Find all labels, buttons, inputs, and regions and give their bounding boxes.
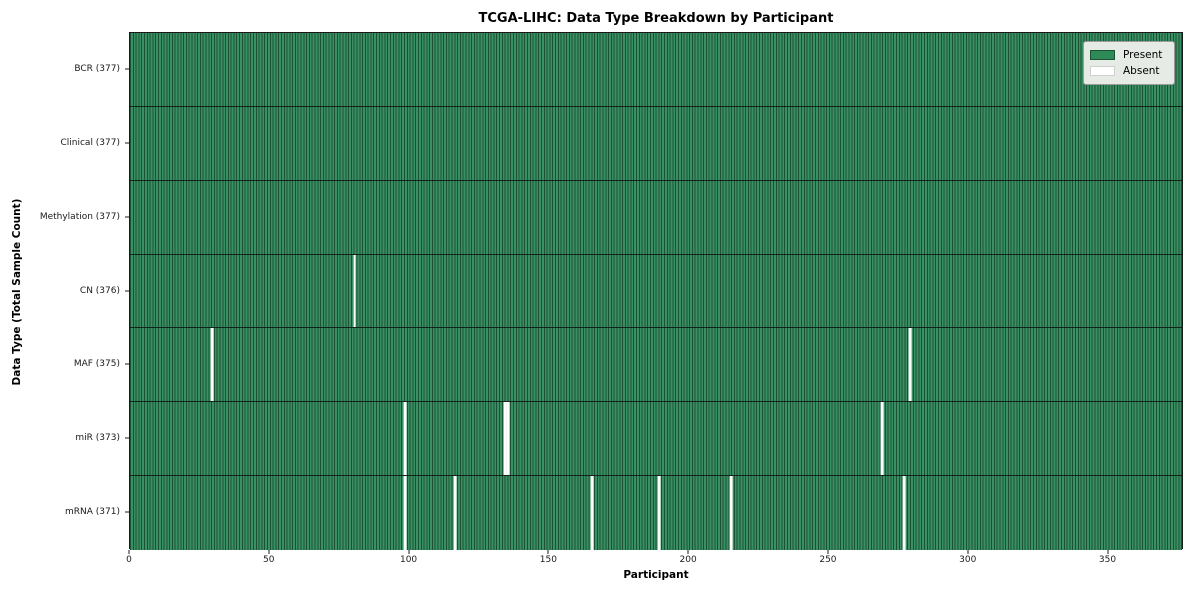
legend-entry-present: Present — [1090, 47, 1167, 63]
y-tick-mark — [125, 511, 129, 513]
absent-stripe — [657, 476, 661, 550]
y-tick-mark — [125, 363, 129, 365]
x-tick-mark — [128, 550, 130, 554]
heatmap-row-methylation — [130, 180, 1182, 255]
y-tick-label: Clinical (377) — [60, 137, 120, 148]
heatmap-rows — [130, 33, 1182, 550]
legend-present-label: Present — [1123, 49, 1163, 61]
legend-present-swatch — [1090, 50, 1115, 60]
x-tick-label: 150 — [539, 555, 557, 565]
absent-stripe — [729, 476, 733, 550]
x-tick-label: 200 — [679, 555, 697, 565]
legend-absent-swatch — [1090, 66, 1115, 76]
absent-stripe — [403, 402, 407, 476]
heatmap-row-clinical — [130, 106, 1182, 181]
absent-stripe — [210, 328, 214, 402]
y-tick-label: CN (376) — [79, 285, 120, 296]
chart-title: TCGA-LIHC: Data Type Breakdown by Partic… — [478, 11, 834, 26]
x-tick-label: 350 — [1098, 555, 1117, 565]
y-tick-mark — [125, 216, 129, 218]
absent-stripe — [880, 402, 884, 476]
absent-stripe — [453, 476, 457, 550]
x-tick-mark — [408, 550, 410, 554]
x-tick-label: 0 — [126, 555, 132, 565]
absent-stripe — [353, 254, 357, 328]
y-axis: BCR (377) Clinical (377) Methylation (377)… — [0, 32, 129, 549]
x-tick-mark — [547, 550, 549, 554]
absent-stripe — [902, 476, 906, 550]
x-tick-mark — [1107, 550, 1108, 554]
x-tick-label: 300 — [959, 555, 977, 565]
y-tick-label: miR (373) — [75, 433, 120, 444]
heatmap-row-mrna — [130, 476, 1182, 550]
plot-area: Present Absent — [129, 32, 1183, 550]
x-tick-label: 250 — [819, 555, 837, 565]
heatmap-row-cn — [130, 254, 1182, 329]
x-axis: 0 50 100 150 200 250 300 350 — [126, 549, 1183, 569]
absent-stripe — [403, 476, 407, 550]
x-tick-mark — [687, 550, 689, 554]
x-tick-label: 50 — [263, 555, 275, 565]
heatmap-row-maf — [130, 328, 1182, 403]
y-tick-label: mRNA (371) — [65, 507, 120, 518]
y-tick-mark — [125, 68, 129, 70]
x-tick-mark — [268, 550, 270, 554]
y-tick-label: BCR (377) — [74, 63, 120, 74]
y-tick-label: MAF (375) — [73, 359, 120, 370]
y-tick-label: Methylation (377) — [39, 211, 120, 222]
x-tick-mark — [967, 550, 969, 554]
x-tick-label: 100 — [399, 555, 418, 565]
y-tick-mark — [125, 290, 129, 291]
absent-stripe — [506, 402, 510, 476]
y-tick-mark — [125, 437, 129, 439]
x-tick-mark — [827, 550, 829, 554]
legend-entry-absent: Absent — [1090, 63, 1167, 79]
heatmap-row-bcr — [130, 33, 1182, 107]
legend: Present Absent — [1083, 41, 1175, 85]
legend-absent-label: Absent — [1123, 65, 1160, 77]
x-axis-title: Participant — [623, 569, 689, 581]
heatmap-row-mir — [130, 402, 1182, 477]
absent-stripe — [503, 402, 507, 476]
absent-stripe — [908, 328, 912, 402]
absent-stripe — [590, 476, 594, 550]
y-tick-mark — [125, 142, 129, 144]
